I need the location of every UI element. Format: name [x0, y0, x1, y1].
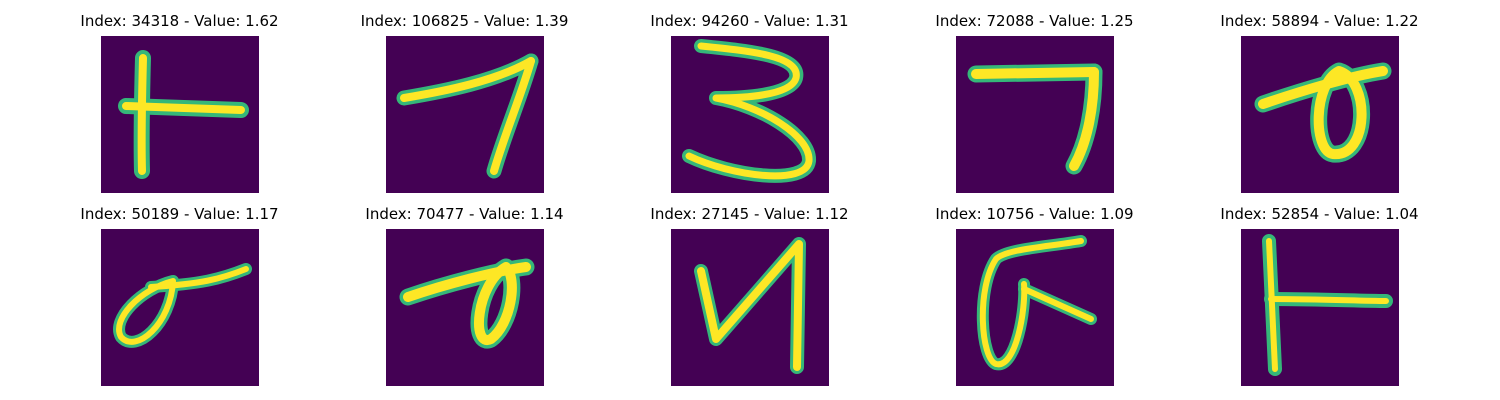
image-panel: Index: 94260 - Value: 1.31: [607, 12, 892, 202]
image-panel: Index: 52854 - Value: 1.04: [1177, 205, 1462, 395]
panel-title: Index: 34318 - Value: 1.62: [80, 12, 279, 30]
digit-image: [386, 36, 544, 193]
image-panel: Index: 70477 - Value: 1.14: [322, 205, 607, 395]
digit-image: [671, 229, 829, 386]
digit-image: [956, 36, 1114, 193]
digit-image: [101, 36, 259, 193]
image-panel: Index: 27145 - Value: 1.12: [607, 205, 892, 395]
image-panel: Index: 106825 - Value: 1.39: [322, 12, 607, 202]
panel-title: Index: 50189 - Value: 1.17: [80, 205, 279, 223]
panel-title: Index: 70477 - Value: 1.14: [365, 205, 564, 223]
panel-title: Index: 94260 - Value: 1.31: [650, 12, 849, 30]
image-panel: Index: 58894 - Value: 1.22: [1177, 12, 1462, 202]
image-panel: Index: 34318 - Value: 1.62: [37, 12, 322, 202]
image-panel: Index: 10756 - Value: 1.09: [892, 205, 1177, 395]
image-panel: Index: 72088 - Value: 1.25: [892, 12, 1177, 202]
image-panel: Index: 50189 - Value: 1.17: [37, 205, 322, 395]
digit-image: [956, 229, 1114, 386]
panel-title: Index: 72088 - Value: 1.25: [935, 12, 1134, 30]
panel-title: Index: 106825 - Value: 1.39: [360, 12, 569, 30]
panel-title: Index: 27145 - Value: 1.12: [650, 205, 849, 223]
panel-title: Index: 10756 - Value: 1.09: [935, 205, 1134, 223]
digit-image: [1241, 229, 1399, 386]
panel-title: Index: 58894 - Value: 1.22: [1220, 12, 1419, 30]
digit-image: [101, 229, 259, 386]
digit-image: [671, 36, 829, 193]
digit-image: [1241, 36, 1399, 193]
panel-title: Index: 52854 - Value: 1.04: [1220, 205, 1419, 223]
digit-image: [386, 229, 544, 386]
